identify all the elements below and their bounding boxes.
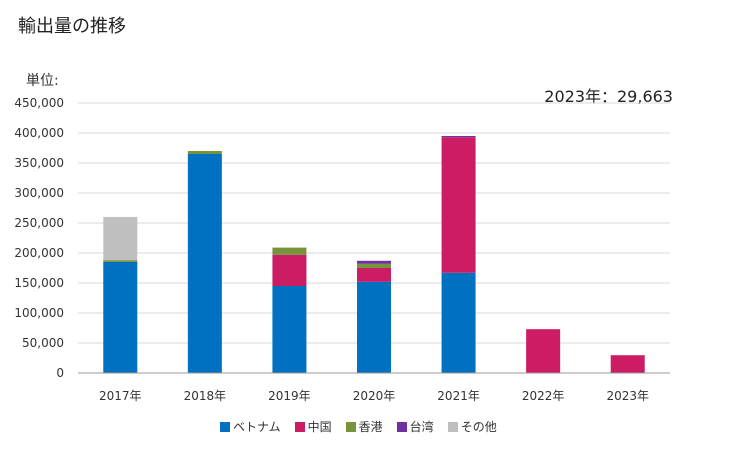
bar-segment-中国 bbox=[441, 137, 476, 273]
x-tick-label: 2022年 bbox=[522, 389, 565, 403]
x-tick-label: 2018年 bbox=[184, 389, 227, 403]
y-tick-label: 450,000 bbox=[14, 96, 64, 110]
y-tick-label: 300,000 bbox=[14, 186, 64, 200]
bar-segment-ベトナム bbox=[357, 281, 391, 373]
bar-segment-ベトナム bbox=[187, 154, 222, 373]
y-tick-label: 350,000 bbox=[14, 156, 64, 170]
x-tick-label: 2023年 bbox=[606, 389, 649, 403]
bar-segment-中国 bbox=[357, 268, 391, 282]
y-tick-label: 100,000 bbox=[14, 306, 64, 320]
bar-segment-台湾 bbox=[441, 136, 476, 138]
bar-segment-香港 bbox=[187, 151, 222, 154]
bar-segment-香港 bbox=[272, 247, 307, 255]
legend-swatch bbox=[220, 421, 230, 432]
bar-segment-台湾 bbox=[357, 260, 391, 264]
bar-segment-香港 bbox=[357, 263, 391, 268]
legend-item: 台湾 bbox=[396, 418, 434, 435]
bar-segment-ベトナム bbox=[441, 272, 476, 373]
bar-segment-ベトナム bbox=[103, 262, 138, 373]
legend-item: ベトナム bbox=[220, 418, 281, 435]
legend-item: その他 bbox=[447, 418, 497, 435]
bar-segment-その他 bbox=[103, 217, 138, 261]
chart-title: 輸出量の推移 bbox=[18, 16, 126, 37]
legend-label: その他 bbox=[460, 420, 497, 434]
legend-swatch bbox=[447, 421, 458, 432]
legend-label: 台湾 bbox=[409, 420, 434, 434]
y-tick-label: 200,000 bbox=[14, 246, 64, 260]
bars bbox=[103, 136, 645, 373]
x-axis: 2017年 2018年 2019年 2020年 2021年 2022年 2023年 bbox=[78, 372, 670, 403]
legend-swatch bbox=[294, 421, 305, 432]
y-tick-label: 400,000 bbox=[14, 126, 64, 140]
y-tick-label: 50,000 bbox=[22, 336, 64, 350]
unit-label: 単位: bbox=[26, 73, 59, 89]
legend-label: 香港 bbox=[358, 420, 383, 434]
y-tick-label: 0 bbox=[56, 366, 64, 380]
bar-segment-中国 bbox=[610, 355, 645, 373]
bar-segment-中国 bbox=[272, 254, 307, 286]
legend-label: ベトナム bbox=[233, 420, 281, 434]
x-tick-label: 2017年 bbox=[99, 389, 142, 403]
x-tick-label: 2021年 bbox=[437, 389, 480, 403]
latest-value-label: 2023年：29,663 bbox=[544, 87, 673, 106]
x-tick-label: 2020年 bbox=[353, 389, 396, 403]
bar-segment-香港 bbox=[103, 260, 138, 262]
y-axis: 0 50,000 100,000 150,000 200,000 250,000 300,0… bbox=[14, 96, 64, 380]
legend-swatch bbox=[345, 421, 356, 432]
y-tick-label: 250,000 bbox=[14, 216, 64, 230]
bar-segment-ベトナム bbox=[272, 286, 307, 373]
y-tick-label: 150,000 bbox=[14, 276, 64, 290]
bar-segment-中国 bbox=[526, 329, 561, 373]
x-tick-label: 2019年 bbox=[268, 389, 311, 403]
legend: ベトナム 中国 香港 台湾 その他 bbox=[220, 418, 497, 435]
legend-label: 中国 bbox=[307, 420, 332, 434]
legend-swatch bbox=[396, 421, 407, 432]
legend-item: 香港 bbox=[345, 418, 383, 435]
legend-item: 中国 bbox=[294, 418, 332, 435]
